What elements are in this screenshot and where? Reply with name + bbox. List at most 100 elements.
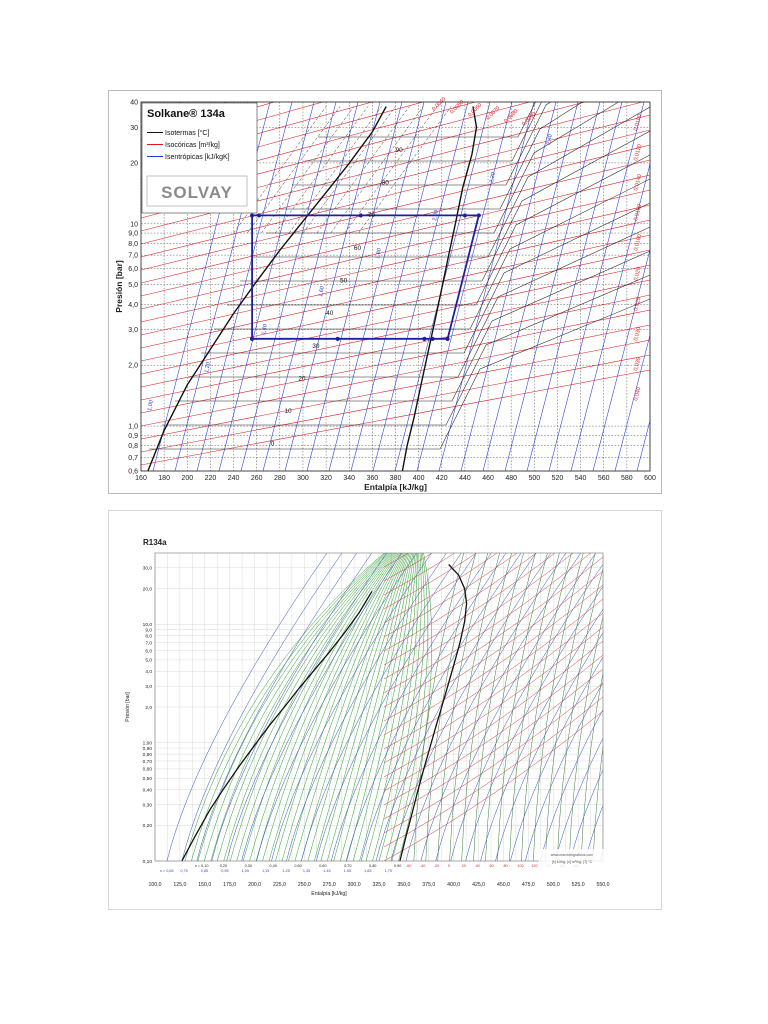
c2-temp-label: -20 xyxy=(434,864,440,868)
c2-isochore-line xyxy=(383,570,603,722)
c2-superheat-line xyxy=(580,671,603,861)
c1-x-tick-label: 540 xyxy=(575,475,587,482)
c2-isentrope-line xyxy=(480,608,603,861)
c1-isentrope-line xyxy=(196,102,293,471)
c1-cycle-point xyxy=(462,213,468,218)
c2-isotherm-line xyxy=(229,553,393,861)
c2-x-tick-label: 250,0 xyxy=(298,882,311,888)
c1-legend: Solkane® 134a Isotermas [°C] Isocóricas [m… xyxy=(141,102,258,214)
c2-isentrope-line xyxy=(510,656,603,861)
c1-y-tick-label: 0,7 xyxy=(128,455,138,462)
c1-isochore-line xyxy=(141,339,650,440)
c2-entropy-label: 0,75 xyxy=(180,869,187,873)
c2-isotherm-line xyxy=(236,553,394,861)
c2-isotherm-line xyxy=(184,553,385,861)
c2-y-tick-label: 7,0 xyxy=(145,640,152,646)
c2-quality-label: 0,60 xyxy=(319,864,326,868)
c2-isochore-line xyxy=(383,556,603,708)
c1-y-tick-label: 0,6 xyxy=(128,469,138,476)
c2-entropy-label: 1,05 xyxy=(242,869,249,873)
c1-cycle-point xyxy=(335,336,340,341)
c1-brand-logo: SOLVAY xyxy=(161,183,233,202)
c1-y-tick-label: 10 xyxy=(130,221,138,228)
c1-isochore-line xyxy=(141,114,650,245)
c2-isotherm-line xyxy=(398,553,433,861)
c2-axes: 100,0 125,0 150,0 175,0 200,0 225,0 250,0 275,0… xyxy=(125,552,610,897)
c2-isotherm-line xyxy=(294,553,405,861)
c2-quality-label: 0,50 xyxy=(294,864,301,868)
c1-isochore-line xyxy=(141,219,650,336)
c2-isochore-line xyxy=(383,553,456,596)
c2-entropy-label: 0,95 xyxy=(221,869,228,873)
c2-saturation-curves xyxy=(181,564,468,862)
c1-y-tick-label: 8,0 xyxy=(128,241,138,248)
c1-isochore-label: 0,0120 xyxy=(633,144,643,162)
c1-isotherm-line xyxy=(188,226,650,378)
c2-curve-labels: x = 0,10 0,20 0,30 0,40 0,50 0,60 0,70 0,80 0,90… xyxy=(160,864,579,873)
c2-watermark: www.marciofsgraficos.com [h] kJ/kg; [v] … xyxy=(539,849,605,867)
c2-x-tick-label: 125,0 xyxy=(173,882,186,888)
c2-isentrope-line xyxy=(540,708,603,861)
c2-x-tick-label: 500,0 xyxy=(547,882,560,888)
c2-superheat-line xyxy=(413,553,465,861)
c1-isentrope-label: 1,00 xyxy=(147,400,155,412)
c1-isochore-label: 0,020 xyxy=(633,267,642,282)
c2-x-tick-label: 175,0 xyxy=(223,882,236,888)
c1-axes: 160 180 200 220 240 260 280 300 320 340 360 380 400 4… xyxy=(114,100,656,493)
c2-isotherm-line xyxy=(197,553,387,861)
c2-superheat-line xyxy=(521,553,572,861)
c2-isotherm-line xyxy=(314,553,409,861)
c2-superheat-line xyxy=(592,744,603,861)
c1-y-tick-label: 1,0 xyxy=(128,424,138,431)
c1-isentrope-line xyxy=(504,102,601,471)
c2-isochore-line xyxy=(383,598,603,750)
c2-y-tick-label: 0,40 xyxy=(143,788,153,794)
c1-y-tick-label: 6,0 xyxy=(128,266,138,273)
c1-isochore-line xyxy=(141,279,650,388)
c1-isentrope-line xyxy=(548,102,645,471)
c2-quality-label: 0,30 xyxy=(245,864,252,868)
c1-saturated-vapor-curve xyxy=(401,106,478,472)
c1-dashed-line xyxy=(330,106,424,234)
c2-x-tick-label: 200,0 xyxy=(248,882,261,888)
c2-isotherm-line xyxy=(216,553,391,861)
c2-x-tick-label: 525,0 xyxy=(572,882,585,888)
c1-isentrope-line xyxy=(416,102,513,471)
c2-entropy-label: 1,75 xyxy=(384,869,391,873)
c2-y-tick-label: 30,0 xyxy=(143,566,153,572)
c1-legend-entry: Isotermas [°C] xyxy=(165,129,209,137)
c1-isochore-line xyxy=(141,189,650,310)
c1-isentrope-line xyxy=(306,102,403,471)
c1-dashed-line xyxy=(302,106,396,234)
c1-y-tick-label: 30 xyxy=(130,125,138,132)
c1-isochore-line xyxy=(141,102,229,128)
c1-dashed-line xyxy=(316,106,410,234)
c1-logo-frame xyxy=(146,175,248,207)
c1-cycle-point xyxy=(476,213,481,218)
c2-isochore-line xyxy=(383,710,603,861)
c2-y-tick-label: 4,0 xyxy=(145,669,152,675)
c1-plot-frame xyxy=(140,101,651,472)
c2-isochore-line xyxy=(384,511,603,539)
c2-isentrope-line xyxy=(271,553,432,861)
c1-isotherm-line xyxy=(279,102,583,210)
c2-isotherm-line xyxy=(352,553,416,861)
c2-isotherm-line xyxy=(223,553,392,861)
c1-legend-entry: Isentrópicas [kJ/kgK] xyxy=(165,154,230,161)
c2-quality-label: 0,80 xyxy=(369,864,376,868)
c2-isochore-line xyxy=(383,553,433,582)
c2-isochore-line xyxy=(383,553,477,610)
c2-y-tick-label: 0,50 xyxy=(143,776,153,782)
c2-site: www.marciofsgraficos.com xyxy=(551,853,594,857)
c1-isotherm-line xyxy=(227,154,650,306)
c2-superheat-line xyxy=(473,553,524,861)
c2-superheat-line xyxy=(485,553,536,861)
chart-r134a-panel: R134a ❄ x = 0,100,200,300,400,500,600,70… xyxy=(108,510,662,910)
c2-isentrope-line xyxy=(375,553,537,861)
c1-y-tick-label: 4,0 xyxy=(128,302,138,309)
c1-isochore-line xyxy=(141,294,650,401)
c2-isochore-line xyxy=(383,553,498,624)
c2-isochore-line xyxy=(383,668,603,820)
c2-quality-label: 0,70 xyxy=(344,864,351,868)
c2-y-tick-label: 6,0 xyxy=(145,648,152,654)
